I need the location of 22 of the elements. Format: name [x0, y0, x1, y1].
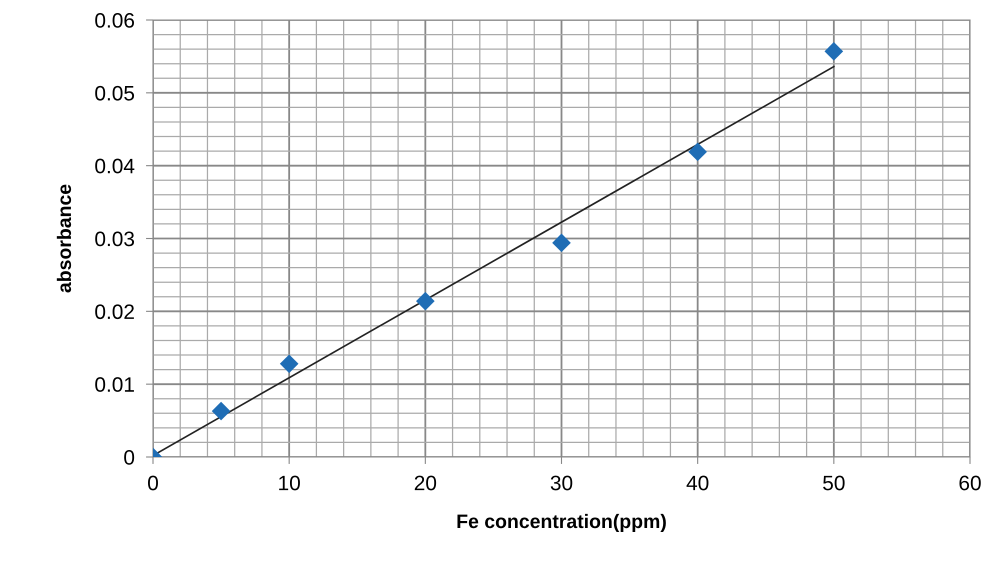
x-tick-label: 20: [414, 476, 436, 490]
y-tick-label: 0: [124, 450, 134, 465]
point: [416, 292, 435, 310]
y-tick-label: 0.04: [95, 158, 134, 174]
point: [212, 402, 230, 420]
y-axis-title: absorbance: [56, 184, 72, 292]
x-tick-label: 60: [959, 476, 981, 490]
x-tick-label: 10: [279, 476, 300, 490]
x-tick-label: 40: [686, 476, 708, 490]
y-tick-label: 0.02: [95, 304, 134, 320]
x-tick-label: 0: [148, 476, 158, 490]
x-axis-title: Fe concentration(ppm): [457, 514, 666, 532]
point: [280, 354, 298, 374]
point: [552, 234, 571, 252]
point: [688, 142, 707, 162]
y-tick-label: 0.06: [95, 13, 134, 28]
x-tick-label: 30: [550, 476, 572, 490]
y-tick-label: 0.03: [95, 232, 134, 246]
y-tick-label: 0.01: [95, 377, 134, 392]
x-tick-label: 50: [823, 476, 845, 490]
point: [824, 42, 844, 61]
y-tick-label: 0.05: [95, 86, 134, 101]
